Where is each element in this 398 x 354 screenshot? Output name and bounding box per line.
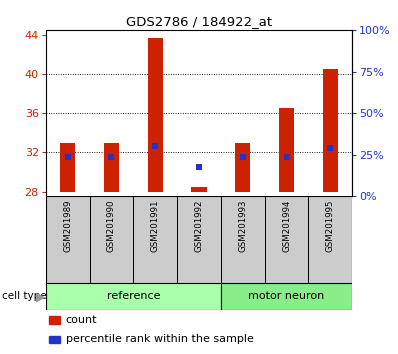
Text: motor neuron: motor neuron bbox=[248, 291, 325, 302]
Bar bbox=[90, 196, 133, 283]
Bar bbox=[177, 196, 221, 283]
Bar bbox=[265, 196, 308, 283]
Text: GSM201990: GSM201990 bbox=[107, 199, 116, 252]
Bar bbox=[323, 69, 338, 192]
Bar bbox=[46, 196, 90, 283]
Text: reference: reference bbox=[107, 291, 160, 302]
Text: ▶: ▶ bbox=[36, 290, 45, 303]
Bar bbox=[279, 108, 294, 192]
Title: GDS2786 / 184922_at: GDS2786 / 184922_at bbox=[126, 15, 272, 28]
Bar bbox=[235, 143, 250, 192]
Text: GSM201992: GSM201992 bbox=[195, 199, 203, 252]
Bar bbox=[148, 38, 163, 192]
Text: GSM201991: GSM201991 bbox=[151, 199, 160, 252]
Text: percentile rank within the sample: percentile rank within the sample bbox=[66, 334, 254, 344]
Text: GSM201989: GSM201989 bbox=[63, 199, 72, 252]
Text: cell type: cell type bbox=[2, 291, 47, 302]
Text: GSM201994: GSM201994 bbox=[282, 199, 291, 252]
Bar bbox=[221, 196, 265, 283]
Bar bbox=[191, 187, 207, 192]
Bar bbox=[60, 143, 75, 192]
Bar bbox=[221, 283, 352, 310]
Text: GSM201995: GSM201995 bbox=[326, 199, 335, 252]
Bar bbox=[308, 196, 352, 283]
Bar bbox=[46, 283, 221, 310]
Bar bbox=[104, 143, 119, 192]
Bar bbox=[133, 196, 177, 283]
Text: count: count bbox=[66, 315, 97, 325]
Text: GSM201993: GSM201993 bbox=[238, 199, 247, 252]
Bar bbox=[49, 316, 60, 324]
Bar bbox=[49, 336, 60, 343]
